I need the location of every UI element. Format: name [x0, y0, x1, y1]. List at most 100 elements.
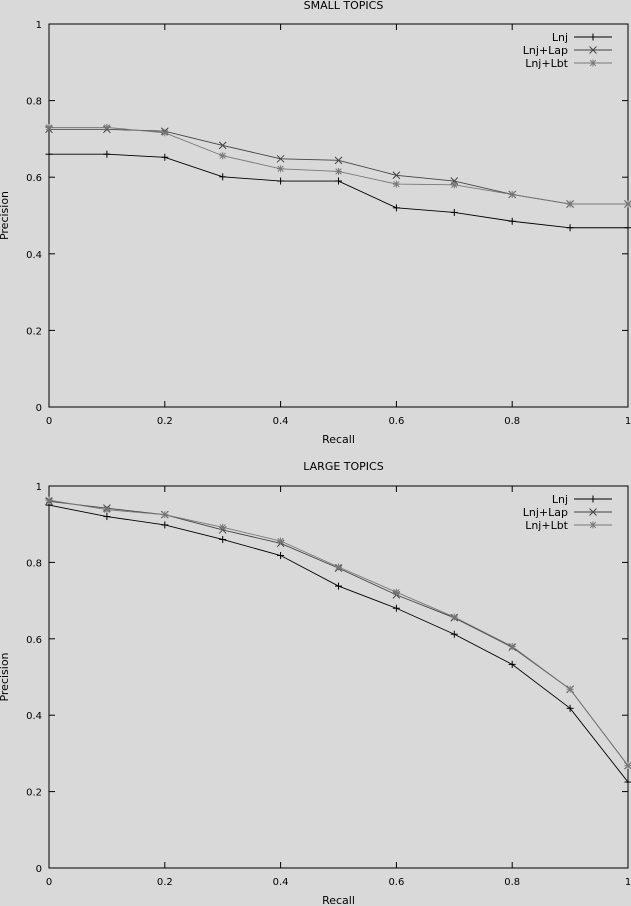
- series-line: [49, 153, 628, 229]
- x-tick-label: 0.4: [273, 877, 289, 888]
- legend-marker: [589, 33, 597, 41]
- y-tick-label: 0.4: [26, 250, 42, 261]
- y-tick-label: 0.2: [26, 788, 42, 799]
- data-point: [45, 496, 53, 504]
- chart-panel-1: SMALL TOPICS 0 0.2 0.4 0.6 0.8 1 0 0.2 0.4 0.6 0.8 1…: [0, 0, 631, 446]
- data-point: [161, 129, 169, 137]
- data-point: [450, 613, 458, 621]
- legend-item: Lnj: [552, 31, 612, 44]
- y-tick-label: 0: [36, 864, 42, 875]
- data-point: [334, 156, 343, 165]
- y-axis-label: Precision: [0, 191, 11, 240]
- y-tick-label: 1: [36, 482, 42, 493]
- series-line: [48, 500, 629, 766]
- series-Lnj: [45, 150, 631, 232]
- legend-marker: [589, 521, 597, 529]
- y-axis-label: Precision: [0, 652, 11, 701]
- legend-marker: [589, 508, 597, 516]
- data-point: [219, 535, 227, 543]
- series-line: [49, 128, 628, 205]
- data-point: [335, 582, 342, 590]
- data-point: [624, 762, 631, 770]
- chart-title: LARGE TOPICS: [303, 460, 383, 473]
- legend-label: Lnj+Lbt: [525, 519, 568, 532]
- data-point: [103, 123, 111, 131]
- series-Lnj+Lbt: [45, 123, 631, 208]
- legend-marker: [589, 46, 597, 54]
- y-tick-label: 0.6: [26, 635, 42, 646]
- chart-title: SMALL TOPICS: [304, 0, 384, 12]
- plot-frame: [48, 23, 629, 408]
- data-point: [219, 173, 227, 181]
- y-tick-label: 0.2: [26, 326, 42, 337]
- data-point: [624, 224, 631, 232]
- x-tick-label: 1: [625, 877, 631, 888]
- x-tick-label: 0.6: [388, 416, 404, 427]
- data-point: [335, 167, 342, 175]
- chart-panel-2: LARGE TOPICS 0 0.2 0.4 0.6 0.8 1 0 0.2 0.4 0.6 0.8 1…: [0, 460, 631, 906]
- x-tick-label: 0.2: [157, 416, 173, 427]
- data-point: [392, 204, 400, 212]
- data-point: [392, 588, 400, 596]
- x-tick-label: 1: [625, 416, 631, 427]
- data-point: [277, 177, 285, 185]
- y-tick-label: 0: [36, 403, 42, 414]
- x-axis-label: Recall: [322, 894, 355, 906]
- x-tick-label: 0.8: [504, 416, 520, 427]
- data-point: [566, 685, 574, 693]
- data-point: [335, 177, 342, 185]
- y-tick-label: 1: [36, 20, 42, 31]
- data-point: [218, 141, 227, 150]
- data-point: [450, 177, 459, 185]
- data-point: [450, 181, 458, 189]
- data-point: [103, 150, 111, 158]
- data-point: [335, 563, 342, 571]
- series-Lnj+Lap: [45, 125, 631, 208]
- data-point: [566, 200, 574, 208]
- series-Lnj: [45, 501, 631, 786]
- legend-label: Lnj: [552, 493, 568, 506]
- data-point: [161, 153, 169, 161]
- legend-marker: [589, 59, 597, 67]
- legend-item: Lnj+Lbt: [525, 57, 612, 70]
- legend-label: Lnj: [552, 31, 568, 44]
- x-tick-label: 0.8: [504, 877, 520, 888]
- data-point: [161, 521, 169, 529]
- data-point: [103, 506, 111, 514]
- series-Lnj+Lbt: [45, 496, 631, 770]
- legend-item: Lnj+Lap: [523, 44, 612, 57]
- data-point: [277, 537, 285, 545]
- data-point: [624, 778, 631, 786]
- data-point: [392, 604, 400, 612]
- data-point: [45, 123, 53, 131]
- data-point: [392, 180, 400, 188]
- x-tick-label: 0.4: [273, 416, 289, 427]
- data-point: [508, 217, 516, 225]
- data-point: [392, 171, 401, 180]
- legend-marker: [589, 495, 597, 503]
- data-point: [277, 552, 285, 560]
- series-line: [48, 499, 629, 766]
- legend-label: Lnj+Lap: [523, 44, 568, 57]
- legend-label: Lnj+Lap: [523, 506, 568, 519]
- data-point: [508, 190, 516, 198]
- y-tick-label: 0.4: [26, 711, 42, 722]
- data-point: [566, 704, 574, 712]
- data-point: [276, 154, 285, 163]
- x-axis-label: Recall: [322, 433, 355, 446]
- data-point: [508, 660, 516, 668]
- y-tick-label: 0.6: [26, 173, 42, 184]
- legend-item: Lnj+Lap: [523, 506, 612, 519]
- x-tick-label: 0.6: [388, 877, 404, 888]
- x-tick-label: 0.2: [157, 877, 173, 888]
- data-point: [566, 224, 574, 232]
- x-tick-label: 0: [46, 877, 52, 888]
- legend-item: Lnj: [552, 493, 612, 506]
- series-line: [49, 126, 628, 205]
- x-tick-label: 0: [46, 416, 52, 427]
- data-point: [103, 513, 111, 521]
- data-point: [450, 208, 458, 216]
- series-Lnj+Lap: [45, 497, 631, 770]
- data-point: [219, 523, 227, 531]
